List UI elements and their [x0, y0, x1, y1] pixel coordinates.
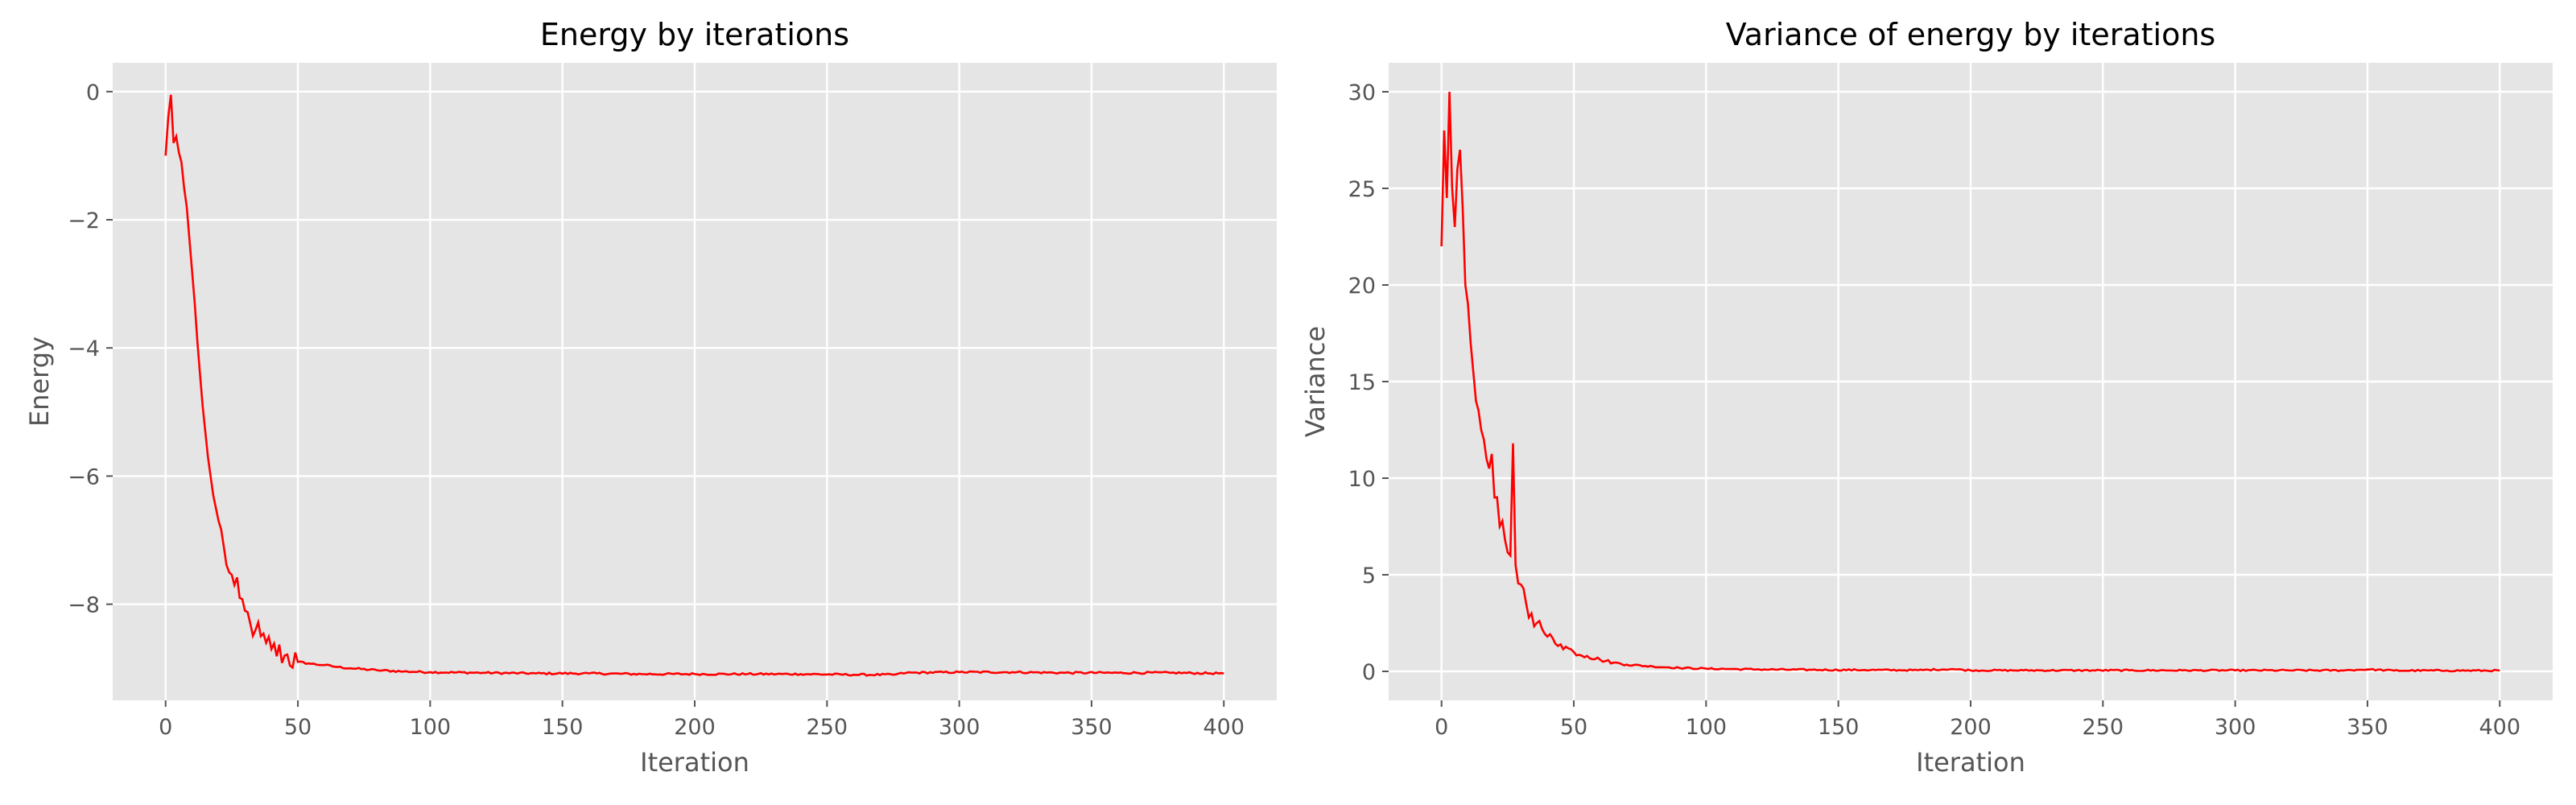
energy-x-tick-label: 300 — [939, 715, 980, 740]
energy-chart-title: Energy by iterations — [540, 17, 849, 52]
energy-x-tick-label: 150 — [542, 715, 584, 740]
variance-x-tick-label: 300 — [2215, 715, 2256, 740]
variance-chart: 0 50 100 150 200 250 300 350 400 0 5 10 15 20 25 30 Vari… — [1300, 17, 2553, 778]
variance-x-tick-label: 150 — [1818, 715, 1860, 740]
energy-y-axis-label: Energy — [24, 336, 55, 427]
energy-x-tick-label: 200 — [674, 715, 716, 740]
variance-x-axis-label: Iteration — [1916, 747, 2025, 778]
variance-y-tick-label: 20 — [1348, 274, 1376, 299]
variance-y-tick-label: 15 — [1348, 370, 1376, 395]
energy-x-tick-label: 100 — [410, 715, 452, 740]
variance-x-tick-label: 200 — [1950, 715, 1992, 740]
variance-y-tick-label: 5 — [1362, 564, 1376, 588]
variance-x-tick-label: 100 — [1686, 715, 1728, 740]
energy-x-tick-label: 0 — [159, 715, 172, 740]
variance-y-tick-label: 25 — [1348, 177, 1376, 202]
energy-x-tick-label: 400 — [1203, 715, 1245, 740]
energy-x-tick-label: 350 — [1071, 715, 1113, 740]
variance-y-axis-label: Variance — [1300, 326, 1331, 437]
variance-series-line — [1440, 91, 2500, 673]
variance-x-tick-label: 50 — [1560, 715, 1587, 740]
energy-x-tick-label: 250 — [807, 715, 848, 740]
energy-y-tick-label: −8 — [68, 593, 100, 618]
variance-x-tick-label: 350 — [2347, 715, 2388, 740]
variance-x-tick-label: 0 — [1435, 715, 1448, 740]
energy-x-tick-label: 50 — [284, 715, 312, 740]
variance-y-tick-label: 30 — [1348, 80, 1376, 105]
energy-y-tick-label: 0 — [86, 80, 100, 105]
energy-chart: 0 50 100 150 200 250 300 350 400 0 −2 −4 −6 −8 Energy … — [24, 17, 1277, 778]
energy-y-tick-label: −6 — [68, 464, 100, 489]
energy-y-tick-label: −4 — [68, 336, 100, 361]
variance-y-tick-label: 0 — [1362, 660, 1376, 685]
energy-series-line — [164, 94, 1224, 677]
variance-y-tick-label: 10 — [1348, 467, 1376, 492]
variance-chart-title: Variance of energy by iterations — [1726, 17, 2215, 52]
variance-x-tick-label: 250 — [2083, 715, 2124, 740]
variance-x-tick-label: 400 — [2479, 715, 2520, 740]
energy-y-tick-label: −2 — [68, 208, 100, 233]
energy-x-axis-label: Iteration — [640, 747, 749, 778]
